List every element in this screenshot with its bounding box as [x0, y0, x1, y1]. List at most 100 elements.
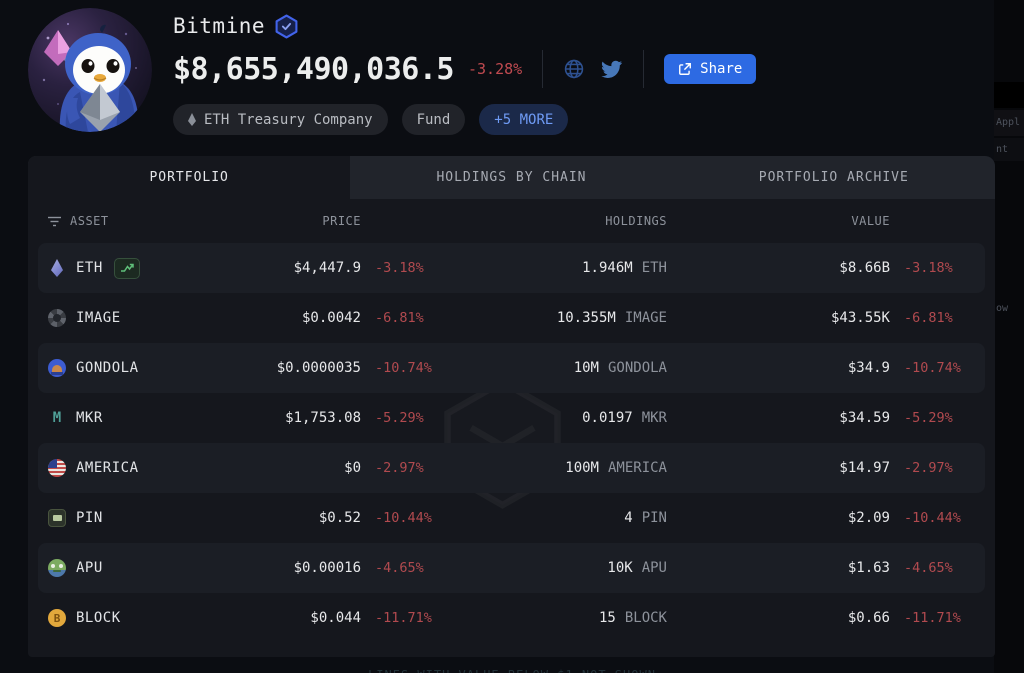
asset-price: $1,753.08: [285, 410, 361, 426]
pin-coin-icon: [48, 509, 66, 527]
asset-price: $0.52: [318, 510, 361, 526]
asset-symbol: APU: [76, 560, 103, 576]
asset-price-change: -5.29%: [375, 410, 424, 426]
asset-holdings-amount: 10K: [607, 560, 633, 576]
asset-price-change: -2.97%: [375, 460, 424, 476]
more-tags-button[interactable]: +5 MORE: [479, 104, 569, 135]
apu-coin-icon: [48, 559, 66, 577]
asset-value: $34.9: [847, 360, 890, 376]
share-button[interactable]: Share: [664, 54, 757, 84]
background-block: [994, 110, 1024, 136]
clipped-footer-text: LINES WITH VALUE BELOW $1 NOT SHOWN: [0, 664, 1024, 673]
external-link-icon: [679, 63, 692, 75]
asset-value-change: -2.97%: [904, 460, 953, 476]
asset-table-row[interactable]: GONDOLA $0.0000035 -10.74% 10M GONDOLA $3…: [38, 343, 985, 393]
asset-table-row[interactable]: ETH $4,447.9 -3.18% 1.946M ETH $8.66B -3.…: [38, 243, 985, 293]
asset-table-row[interactable]: MKR $1,753.08 -5.29% 0.0197 MKR $34.59 -5…: [38, 393, 985, 443]
tab-portfolio-archive[interactable]: PORTFOLIO ARCHIVE: [758, 170, 909, 185]
asset-price: $0.0042: [301, 310, 361, 326]
asset-value: $14.97: [839, 460, 890, 476]
asset-value: $8.66B: [839, 260, 890, 276]
asset-table-body: ETH $4,447.9 -3.18% 1.946M ETH $8.66B -3.…: [28, 243, 995, 643]
asset-value-change: -3.18%: [904, 260, 953, 276]
asset-price-change: -10.44%: [375, 510, 432, 526]
asset-table-row[interactable]: PIN $0.52 -10.44% 4 PIN $2.09 -10.44%: [38, 493, 985, 543]
asset-holdings-amount: 4: [624, 510, 633, 526]
column-header-holdings[interactable]: HOLDINGS: [605, 214, 667, 228]
tag-label: Fund: [416, 111, 451, 128]
asset-holdings-amount: 1.946M: [582, 260, 633, 276]
asset-value-change: -11.71%: [904, 610, 961, 626]
asset-symbol: AMERICA: [76, 460, 139, 476]
asset-holdings-amount: 0.0197: [582, 410, 633, 426]
asset-holdings-ticker: ETH: [641, 260, 667, 276]
asset-symbol: ETH: [76, 260, 103, 276]
divider: [643, 50, 645, 88]
asset-symbol: BLOCK: [76, 610, 121, 626]
clipped-text-fragment: nt: [996, 144, 1009, 155]
tab-portfolio[interactable]: PORTFOLIO: [28, 156, 351, 199]
filter-icon[interactable]: [48, 216, 61, 227]
asset-holdings-amount: 15: [598, 610, 616, 626]
block-coin-icon: [48, 609, 66, 627]
asset-holdings-ticker: GONDOLA: [607, 360, 667, 376]
column-header-price[interactable]: PRICE: [322, 214, 361, 228]
portfolio-total-value: $8,655,490,036.5: [173, 51, 454, 87]
website-link-globe-icon[interactable]: [563, 58, 585, 80]
tag-label: ETH Treasury Company: [204, 111, 373, 128]
asset-holdings-ticker: PIN: [641, 510, 667, 526]
asset-price: $0.044: [310, 610, 361, 626]
gondola-coin-icon: [48, 359, 66, 377]
tag-fund[interactable]: Fund: [401, 104, 466, 135]
more-tags-label: +5 MORE: [494, 111, 554, 128]
asset-holdings-amount: 10M: [573, 360, 599, 376]
portfolio-card: PORTFOLIO HOLDINGS BY CHAIN PORTFOLIO AR…: [28, 156, 995, 657]
verified-badge-icon: [275, 14, 298, 38]
penguin-avatar-image: [28, 8, 152, 132]
background-block: [994, 138, 1024, 161]
asset-price-change: -3.18%: [375, 260, 424, 276]
asset-holdings-amount: 10.355M: [556, 310, 616, 326]
tag-eth-treasury-company[interactable]: ETH Treasury Company: [173, 104, 388, 135]
asset-holdings-ticker: IMAGE: [624, 310, 667, 326]
asset-table-row[interactable]: AMERICA $0 -2.97% 100M AMERICA $14.97 -2.…: [38, 443, 985, 493]
asset-value-change: -10.74%: [904, 360, 961, 376]
asset-value: $43.55K: [830, 310, 890, 326]
asset-price: $0: [344, 460, 361, 476]
asset-price-change: -6.81%: [375, 310, 424, 326]
divider: [542, 50, 544, 88]
clipped-text-fragment: ow: [996, 303, 1009, 314]
asset-holdings-ticker: MKR: [641, 410, 667, 426]
twitter-link-icon[interactable]: [601, 58, 623, 80]
asset-symbol: MKR: [76, 410, 103, 426]
asset-table-row[interactable]: BLOCK $0.044 -11.71% 15 BLOCK $0.66 -11.7…: [38, 593, 985, 643]
price-chart-badge-icon[interactable]: [113, 257, 140, 279]
asset-value-change: -6.81%: [904, 310, 953, 326]
asset-holdings-ticker: APU: [641, 560, 667, 576]
asset-holdings-amount: 100M: [565, 460, 599, 476]
column-header-value[interactable]: VALUE: [851, 214, 890, 228]
entity-name: Bitmine: [173, 14, 266, 38]
tab-holdings-by-chain[interactable]: HOLDINGS BY CHAIN: [436, 170, 587, 185]
asset-value-change: -5.29%: [904, 410, 953, 426]
asset-holdings-ticker: BLOCK: [624, 610, 667, 626]
asset-value: $1.63: [847, 560, 890, 576]
portfolio-tabs: PORTFOLIO HOLDINGS BY CHAIN PORTFOLIO AR…: [28, 156, 995, 199]
table-header-row: ASSET PRICE HOLDINGS VALUE: [38, 199, 985, 243]
asset-table-row[interactable]: APU $0.00016 -4.65% 10K APU $1.63 -4.65%: [38, 543, 985, 593]
asset-symbol: IMAGE: [76, 310, 121, 326]
column-header-asset[interactable]: ASSET: [70, 214, 109, 228]
eth-coin-icon: [51, 259, 63, 277]
asset-price: $0.00016: [293, 560, 361, 576]
entity-header: Bitmine $8,655,490,036.5 -3.28%: [28, 8, 757, 135]
share-button-label: Share: [700, 61, 743, 77]
asset-value: $34.59: [839, 410, 890, 426]
background-page-strip: Appl nt ow: [994, 0, 1024, 673]
asset-symbol: GONDOLA: [76, 360, 139, 376]
entity-tags: ETH Treasury Company Fund +5 MORE: [173, 104, 756, 135]
asset-value-change: -10.44%: [904, 510, 961, 526]
asset-price-change: -4.65%: [375, 560, 424, 576]
portfolio-total-change: -3.28%: [467, 60, 523, 78]
mkr-coin-icon: [48, 409, 66, 427]
asset-table-row[interactable]: IMAGE $0.0042 -6.81% 10.355M IMAGE $43.55…: [38, 293, 985, 343]
